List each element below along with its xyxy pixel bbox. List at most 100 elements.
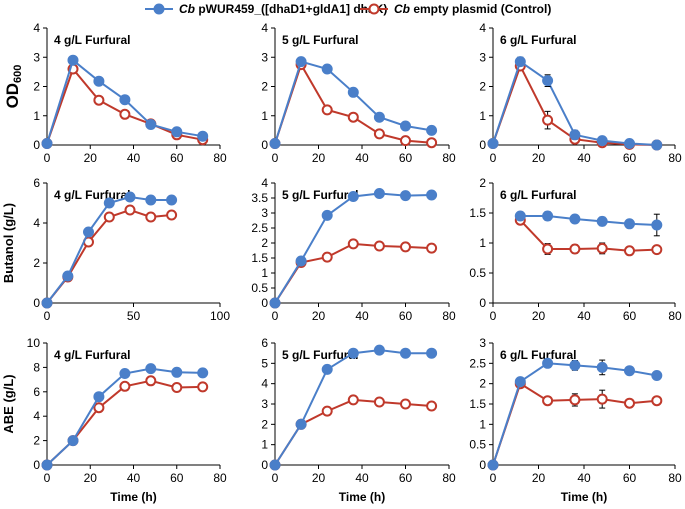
series-line (520, 215, 657, 226)
y-tick-label: 4 (33, 216, 40, 230)
data-point (269, 459, 281, 471)
data-point (596, 393, 608, 405)
data-point (171, 126, 183, 138)
data-point (596, 361, 608, 373)
data-point (373, 344, 385, 356)
series-line (46, 208, 172, 304)
data-point (321, 209, 333, 221)
data-point (596, 215, 608, 227)
legend-marker (153, 3, 165, 15)
data-point (145, 363, 157, 375)
y-tick-label: 6 (33, 176, 40, 190)
data-point (347, 111, 359, 123)
panel-r1-c2: 00.511.520 20 40 60 806 g/L Furfural (469, 176, 682, 323)
data-point (103, 197, 115, 209)
x-tick-label: 0 (490, 309, 497, 323)
x-axis-label: Time (h) (561, 490, 607, 504)
data-point (41, 138, 53, 149)
data-point (321, 405, 333, 417)
panel-title: 6 g/L Furfural (500, 348, 576, 362)
y-tick-label: 6 (261, 336, 268, 350)
x-tick-label: 0 (272, 309, 279, 323)
data-point (321, 63, 333, 75)
data-point (269, 297, 281, 309)
y-tick-label: 3 (261, 206, 268, 220)
data-point (373, 240, 385, 252)
y-tick-label: 4 (479, 21, 486, 35)
data-point (93, 402, 105, 414)
series-line (274, 62, 432, 144)
y-tick-label: 0.5 (251, 281, 268, 295)
data-point (400, 347, 411, 359)
y-tick-label: 1 (479, 109, 486, 123)
data-point (400, 120, 411, 132)
data-point (542, 75, 554, 87)
y-tick-label: 2 (33, 256, 40, 270)
y-tick-label: 1 (261, 266, 268, 280)
x-tick-label: 0 (272, 151, 279, 165)
y-tick-label: 0 (261, 296, 268, 310)
y-tick-label: 1 (479, 417, 486, 431)
data-point (67, 435, 79, 447)
y-tick-label: 3 (261, 397, 268, 411)
data-point (373, 128, 385, 140)
data-point (514, 210, 526, 222)
data-point (373, 188, 385, 199)
y-tick-label: 4 (33, 409, 40, 423)
y-tick-label: 4 (33, 21, 40, 35)
data-point (514, 376, 526, 388)
x-tick-label: 20 (312, 471, 326, 485)
x-tick-label: 20 (84, 471, 98, 485)
y-tick-label: 2 (479, 377, 486, 391)
data-point (93, 94, 105, 106)
y-tick-label: 2 (261, 417, 268, 431)
series-engineered (41, 363, 209, 471)
data-point (651, 370, 663, 381)
y-tick-label: 1 (33, 109, 40, 123)
legend-label: Cb pWUR459_([dhaD1+gldA1] dhaK) (179, 2, 387, 16)
data-point (119, 380, 131, 392)
y-tick-label: 3 (261, 50, 268, 64)
x-tick-label: 60 (170, 471, 184, 485)
y-tick-label: 0 (33, 138, 40, 152)
x-tick-label: 0 (490, 471, 497, 485)
y-tick-label: 2.5 (251, 221, 268, 235)
legend-item-control: Cb empty plasmid (Control) (360, 2, 551, 16)
data-point (171, 382, 183, 393)
series-engineered (41, 191, 178, 309)
data-point (651, 395, 663, 407)
data-point (41, 297, 53, 309)
panel-title: 5 g/L Furfural (282, 188, 358, 202)
data-point (426, 189, 438, 201)
y-tick-label: 0 (261, 138, 268, 152)
data-point (145, 375, 157, 387)
data-point (542, 395, 554, 407)
data-point (542, 243, 554, 255)
data-point (514, 56, 526, 68)
series-line (274, 242, 432, 304)
series-control (41, 204, 178, 309)
x-tick-label: 40 (355, 151, 369, 165)
data-point (124, 191, 136, 203)
y-tick-label: 2 (479, 176, 486, 190)
x-tick-label: 60 (623, 309, 637, 323)
y-label-od-sub: 600 (12, 65, 24, 83)
x-tick-label: 20 (532, 471, 546, 485)
y-tick-label: 2.5 (469, 356, 486, 370)
panel-title: 5 g/L Furfural (282, 348, 358, 362)
y-tick-label: 0 (479, 296, 486, 310)
data-point (426, 347, 438, 359)
x-tick-label: 60 (399, 309, 413, 323)
data-point (197, 367, 209, 379)
data-point (295, 418, 307, 430)
series-engineered (269, 344, 438, 471)
y-tick-label: 2 (479, 80, 486, 94)
x-tick-label: 80 (668, 309, 682, 323)
data-point (197, 381, 209, 393)
legend-text: pWUR459_([dhaD1+gldA1] dhaK) (195, 2, 387, 16)
x-tick-label: 60 (623, 151, 637, 165)
x-tick-label: 60 (623, 471, 637, 485)
x-tick-label: 40 (577, 309, 591, 323)
